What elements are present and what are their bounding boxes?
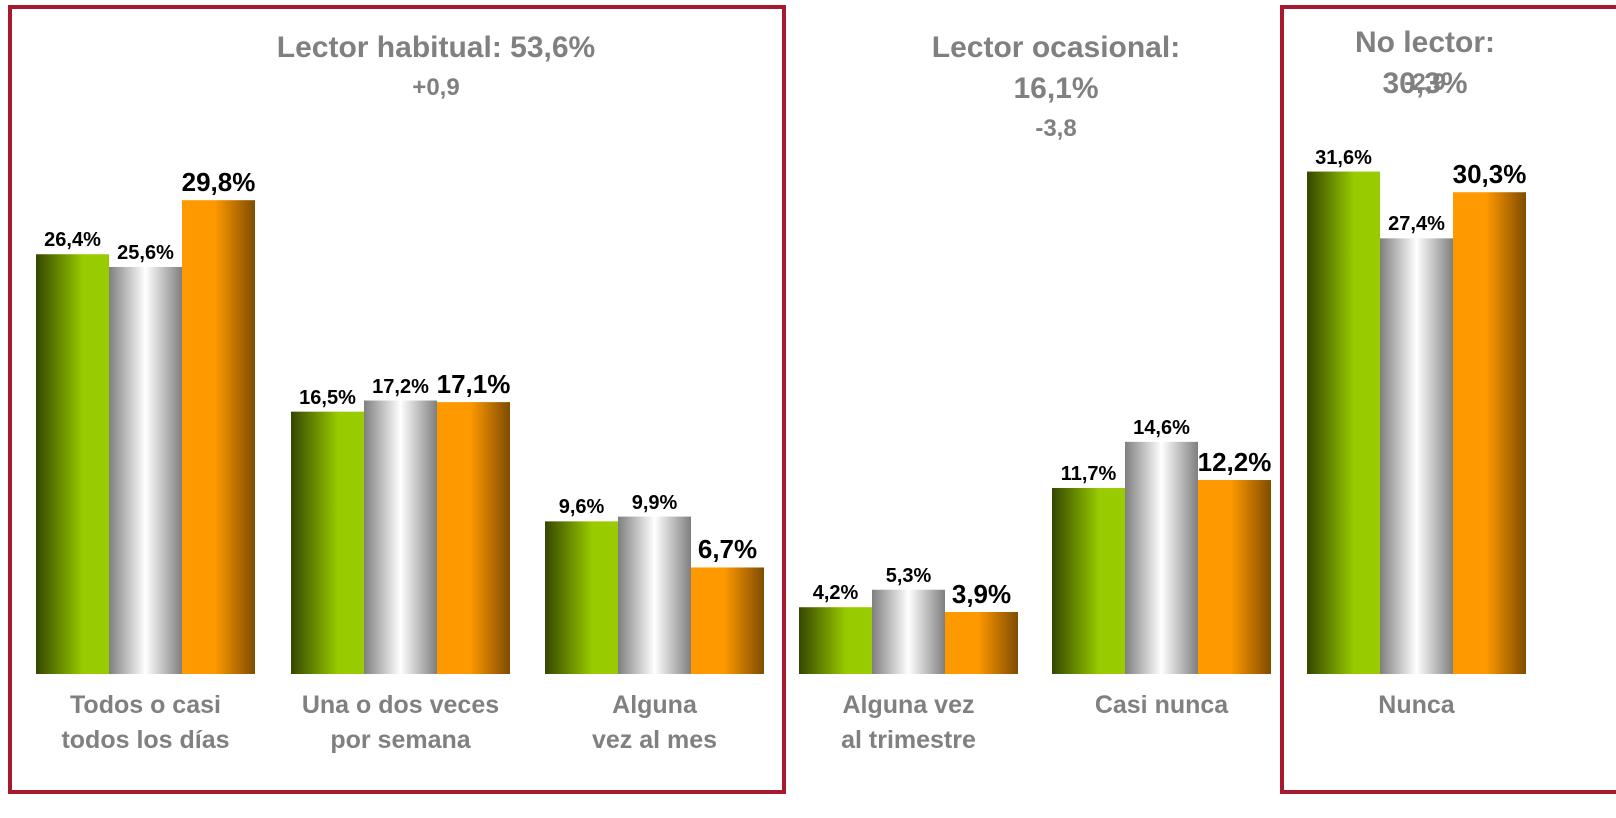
data-label: 3,9% <box>951 578 1012 609</box>
bar <box>364 400 437 674</box>
bar <box>691 567 764 674</box>
data-label: 29,8% <box>181 167 256 198</box>
bar <box>182 200 255 674</box>
data-label: 17,2% <box>372 375 429 398</box>
data-label: 26,4% <box>44 229 101 252</box>
data-label: 31,6% <box>1315 146 1372 169</box>
data-label: 9,6% <box>558 496 605 519</box>
bar <box>799 607 872 674</box>
data-label: 6,7% <box>697 534 758 565</box>
group-frame <box>8 5 786 794</box>
data-label: 4,2% <box>812 582 859 605</box>
data-label: 27,4% <box>1388 213 1445 236</box>
bar <box>437 402 510 674</box>
group-title: Lector habitual: 53,6% <box>276 31 596 64</box>
group-frame <box>1280 5 1616 794</box>
group-change: -3,8 <box>1035 115 1077 142</box>
data-label: 30,3% <box>1452 159 1527 190</box>
data-label: 12,2% <box>1197 447 1272 478</box>
x-tick-label: Alguna vez al mes <box>591 691 718 754</box>
data-label: 11,7% <box>1060 462 1117 485</box>
group-title: Lector ocasional: 16,1% <box>931 31 1181 105</box>
bar <box>1052 487 1125 674</box>
bar <box>945 611 1018 674</box>
data-label: 5,3% <box>885 564 932 587</box>
data-label: 17,1% <box>436 369 511 400</box>
bar <box>545 521 618 674</box>
data-label: 16,5% <box>299 386 356 409</box>
x-tick-label: Una o dos veces por semana <box>301 691 500 754</box>
bar <box>1453 192 1526 675</box>
x-tick-label: Nunca <box>1378 691 1455 719</box>
bar <box>1125 441 1198 674</box>
bar <box>1198 480 1271 674</box>
x-tick-label: Todos o casi todos los días <box>61 691 230 754</box>
bar <box>1307 171 1380 674</box>
x-tick-label: Casi nunca <box>1094 691 1229 719</box>
data-label: 14,6% <box>1133 416 1190 439</box>
bar <box>1380 238 1453 674</box>
bar <box>291 411 364 674</box>
bar <box>36 254 109 675</box>
group-change: -2,9 <box>1404 69 1446 96</box>
data-label: 9,9% <box>631 491 678 514</box>
bar <box>618 516 691 674</box>
bar <box>109 266 182 674</box>
group-change: +0,9 <box>412 74 460 101</box>
data-label: 25,6% <box>117 241 174 264</box>
bar <box>872 589 945 674</box>
group-title: No lector: 30,3% <box>1354 26 1495 100</box>
x-tick-label: Alguna vez al trimestre <box>841 691 976 754</box>
